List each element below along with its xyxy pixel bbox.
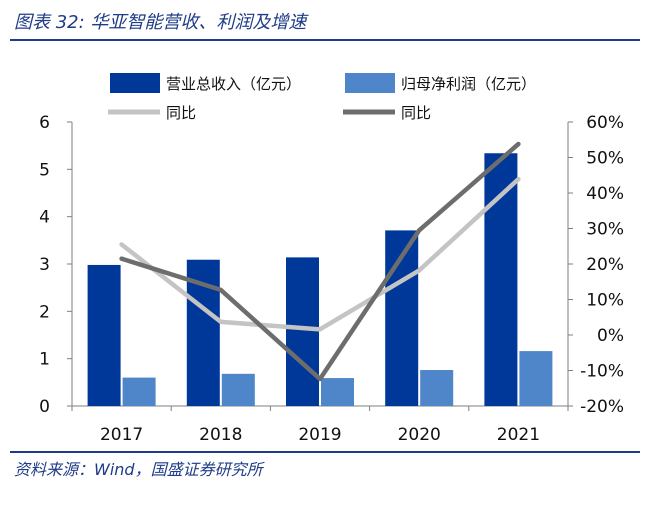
x-tick-label: 2017: [100, 425, 143, 445]
legend-label-revenue-yoy: 同比: [166, 104, 196, 122]
x-tick-label: 2018: [199, 425, 242, 445]
left-tick-label: 0: [39, 397, 50, 417]
left-tick-label: 6: [39, 113, 50, 133]
right-tick-label: 20%: [586, 255, 624, 275]
top-rule: [10, 39, 640, 41]
legend-swatch-profit: [345, 73, 395, 93]
x-tick-label: 2019: [298, 425, 341, 445]
left-tick-label: 4: [39, 208, 50, 228]
right-tick-label: -20%: [580, 397, 624, 417]
source-note: 资料来源：Wind，国盛证券研究所: [14, 460, 263, 479]
right-tick-label: -10%: [580, 362, 624, 382]
profit-yoy-line: [119, 141, 521, 382]
revenue-bar: [484, 153, 518, 406]
x-tick-label: 2020: [398, 425, 441, 445]
axes: 0 1 2 3 4 5 6 -20% -10% 0% 10% 20% 30% 40% 50% 60% 2017 2…: [39, 113, 624, 445]
left-tick-label: 3: [39, 255, 50, 275]
left-tick-label: 5: [39, 160, 50, 180]
right-tick-label: 10%: [586, 291, 624, 311]
left-tick-label: 2: [39, 302, 50, 322]
x-tick-label: 2021: [497, 425, 540, 445]
bottom-rule: [10, 451, 640, 453]
revenue-bar: [87, 264, 121, 406]
legend-label-revenue: 营业总收入（亿元）: [166, 75, 301, 93]
right-tick-label: 60%: [586, 113, 624, 133]
profit-bar: [221, 373, 255, 406]
left-tick-label: 1: [39, 350, 50, 370]
chart-title: 图表 32: 华亚智能营收、利润及增速: [14, 12, 307, 33]
legend-label-profit: 归母净利润（亿元）: [401, 75, 536, 93]
revenue-bar: [286, 257, 319, 406]
profit-bar: [122, 377, 156, 406]
legend-label-profit-yoy: 同比: [401, 104, 431, 122]
right-tick-label: 40%: [586, 184, 624, 204]
legend-swatch-revenue: [110, 73, 160, 93]
bars: [87, 153, 553, 406]
profit-bar: [420, 370, 454, 406]
legend: 营业总收入（亿元） 归母净利润（亿元） 同比 同比: [108, 73, 536, 122]
right-tick-label: 0%: [597, 326, 624, 346]
revenue-yoy-line: [119, 176, 521, 332]
profit-bar: [519, 351, 553, 406]
profit-bar: [321, 378, 354, 406]
right-tick-label: 30%: [586, 220, 624, 240]
lines: [119, 141, 521, 382]
right-tick-label: 50%: [586, 149, 624, 169]
